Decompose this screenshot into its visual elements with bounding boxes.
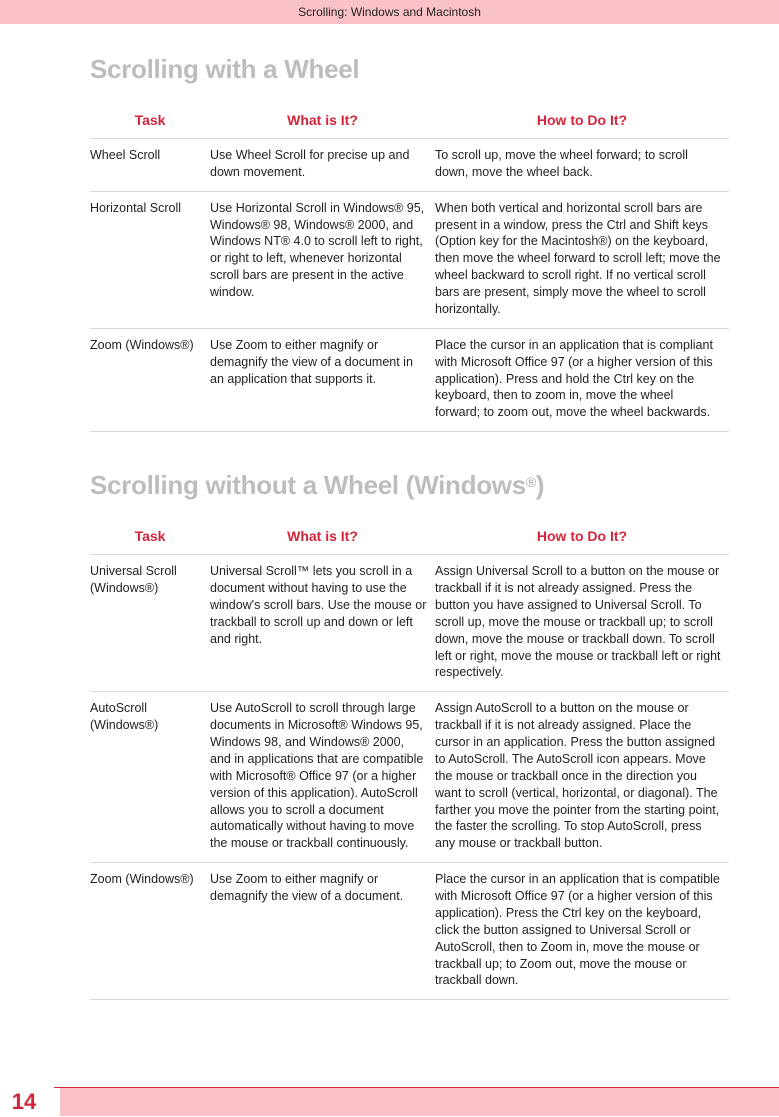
cell-what: Universal Scroll™ lets you scroll in a d… — [210, 555, 435, 692]
footer-gutter: 14 — [0, 1088, 60, 1116]
col-header-task: Task — [90, 521, 210, 554]
table-row: Universal Scroll (Windows®) Universal Sc… — [90, 555, 729, 692]
col-header-what: What is It? — [210, 521, 435, 554]
cell-how: Assign AutoScroll to a button on the mou… — [435, 692, 729, 863]
table-header-row: Task What is It? How to Do It? — [90, 521, 729, 554]
cell-task: AutoScroll (Windows®) — [90, 692, 210, 863]
page-content: Scrolling with a Wheel Task What is It? … — [0, 24, 779, 1000]
footer-bar — [60, 1088, 779, 1116]
section2-title: Scrolling without a Wheel (Windows®) — [90, 468, 729, 503]
table-row: Horizontal Scroll Use Horizontal Scroll … — [90, 191, 729, 328]
section2-title-pre: Scrolling without a Wheel (Windows — [90, 470, 526, 500]
cell-task: Horizontal Scroll — [90, 191, 210, 328]
table-row: Wheel Scroll Use Wheel Scroll for precis… — [90, 138, 729, 191]
col-header-how: How to Do It? — [435, 521, 729, 554]
header-title: Scrolling: Windows and Macintosh — [0, 4, 779, 20]
page-footer: 14 — [0, 1088, 779, 1116]
cell-task: Zoom (Windows®) — [90, 328, 210, 431]
table-row: Zoom (Windows®) Use Zoom to either magni… — [90, 328, 729, 431]
section2-title-post: ) — [536, 470, 544, 500]
cell-what: Use Zoom to either magnify or demagnify … — [210, 863, 435, 1000]
page-header: Scrolling: Windows and Macintosh — [0, 0, 779, 24]
cell-how: Place the cursor in an application that … — [435, 328, 729, 431]
section1-table: Task What is It? How to Do It? Wheel Scr… — [90, 105, 729, 432]
cell-what: Use Zoom to either magnify or demagnify … — [210, 328, 435, 431]
cell-task: Universal Scroll (Windows®) — [90, 555, 210, 692]
table-header-row: Task What is It? How to Do It? — [90, 105, 729, 138]
table-row: AutoScroll (Windows®) Use AutoScroll to … — [90, 692, 729, 863]
cell-how: When both vertical and horizontal scroll… — [435, 191, 729, 328]
cell-what: Use Wheel Scroll for precise up and down… — [210, 138, 435, 191]
col-header-how: How to Do It? — [435, 105, 729, 138]
cell-what: Use Horizontal Scroll in Windows® 95, Wi… — [210, 191, 435, 328]
col-header-task: Task — [90, 105, 210, 138]
section2-table: Task What is It? How to Do It? Universal… — [90, 521, 729, 1000]
cell-what: Use AutoScroll to scroll through large d… — [210, 692, 435, 863]
cell-task: Zoom (Windows®) — [90, 863, 210, 1000]
cell-how: Assign Universal Scroll to a button on t… — [435, 555, 729, 692]
cell-how: To scroll up, move the wheel forward; to… — [435, 138, 729, 191]
registered-icon: ® — [526, 474, 536, 490]
page-number: 14 — [12, 1087, 36, 1117]
cell-how: Place the cursor in an application that … — [435, 863, 729, 1000]
cell-task: Wheel Scroll — [90, 138, 210, 191]
section1-title: Scrolling with a Wheel — [90, 52, 729, 87]
col-header-what: What is It? — [210, 105, 435, 138]
table-row: Zoom (Windows®) Use Zoom to either magni… — [90, 863, 729, 1000]
